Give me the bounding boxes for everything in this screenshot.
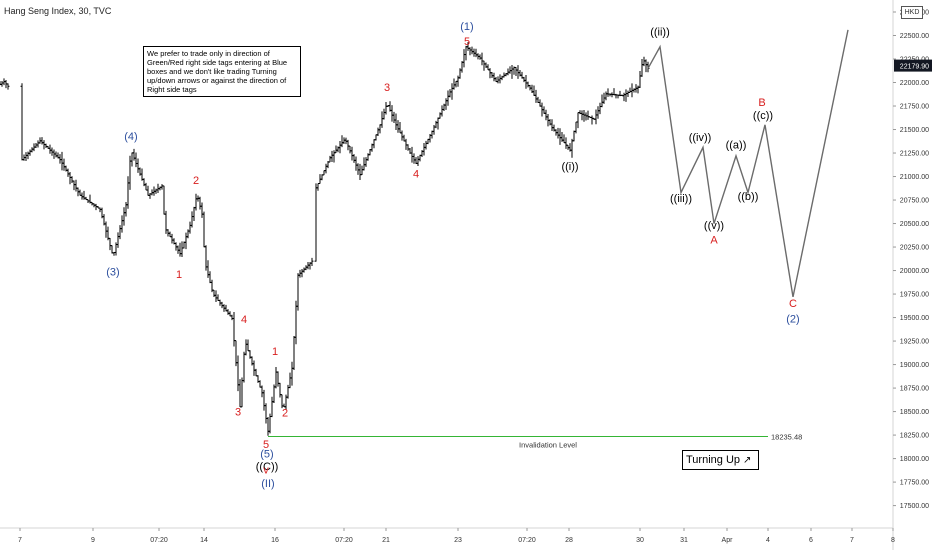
wave-label: ((b)) xyxy=(738,191,759,203)
x-tick-label: 31 xyxy=(680,537,688,544)
wave-labels: (1) 5 3 4 ((i)) ((ii)) ((iii)) ((iv)) ((v)) A ((a)… xyxy=(106,21,799,490)
wave-label: (2) xyxy=(786,313,799,325)
wave-label: v xyxy=(263,465,269,477)
x-tick-label: 8 xyxy=(891,537,895,544)
x-tick-label: 07:20 xyxy=(518,537,536,544)
wave-label: ((v)) xyxy=(704,220,724,232)
wave-label: ((iv)) xyxy=(689,132,712,144)
y-tick-label: 17500.00 xyxy=(900,503,929,510)
chart-title: Hang Seng Index, 30, TVC xyxy=(4,6,112,16)
price-bars xyxy=(0,42,650,436)
y-tick-label: 17750.00 xyxy=(900,480,929,487)
trading-note: We prefer to trade only in direction of … xyxy=(143,46,301,97)
wave-label: (4) xyxy=(124,131,137,143)
x-tick-label: 21 xyxy=(382,537,390,544)
y-tick-label: 18250.00 xyxy=(900,433,929,440)
x-tick-label: 7 xyxy=(850,537,854,544)
y-tick-label: 21000.00 xyxy=(900,174,929,181)
x-tick-label: 4 xyxy=(766,537,770,544)
y-tick-label: 18750.00 xyxy=(900,386,929,393)
y-tick-label: 18500.00 xyxy=(900,409,929,416)
last-price-value: 22179.90 xyxy=(900,64,929,71)
y-tick-label: 19000.00 xyxy=(900,362,929,369)
x-tick-label: 23 xyxy=(454,537,462,544)
x-tick-label: 7 xyxy=(18,537,22,544)
invalidation-label: Invalidation Level xyxy=(519,440,577,449)
x-tick-label: 9 xyxy=(91,537,95,544)
x-tick-label: 30 xyxy=(636,537,644,544)
y-tick-label: 20000.00 xyxy=(900,268,929,275)
y-tick-label: 22000.00 xyxy=(900,80,929,87)
y-tick-label: 21250.00 xyxy=(900,151,929,158)
x-tick-label: 14 xyxy=(200,537,208,544)
wave-label: 5 xyxy=(464,36,470,48)
y-tick-label: 21750.00 xyxy=(900,104,929,111)
wave-label: 4 xyxy=(413,168,419,180)
wave-label: 3 xyxy=(384,82,390,94)
wave-label: 3 xyxy=(235,406,241,418)
wave-label: C xyxy=(789,298,797,310)
wave-label: ((c)) xyxy=(753,110,773,122)
x-tick-label: Apr xyxy=(722,537,734,544)
currency-badge[interactable]: HKD xyxy=(901,6,923,19)
y-tick-label: 20500.00 xyxy=(900,221,929,228)
wave-label: ((a)) xyxy=(726,139,747,151)
wave-label: (5) xyxy=(260,449,273,461)
x-tick-label: 16 xyxy=(271,537,279,544)
last-price-tag xyxy=(894,59,932,72)
wave-label: ((ii)) xyxy=(650,27,670,39)
x-tick-label: 6 xyxy=(809,537,813,544)
y-tick-label: 18000.00 xyxy=(900,456,929,463)
wave-label: 5 xyxy=(263,439,269,451)
wave-label: 1 xyxy=(272,346,278,358)
projection-path xyxy=(647,29,849,298)
wave-label: ((C)) xyxy=(256,461,279,473)
y-tick-label: 22500.00 xyxy=(900,33,929,40)
x-tick-label: 07:20 xyxy=(335,537,353,544)
wave-label: (3) xyxy=(106,266,119,278)
wave-label: A xyxy=(710,234,718,246)
wave-label: 1 xyxy=(176,269,182,281)
y-axis: 17500.00 17750.00 18000.00 18250.00 18500.00… xyxy=(892,0,932,550)
x-tick-label: 07:20 xyxy=(150,537,168,544)
projection-line xyxy=(647,29,849,298)
wave-label: 2 xyxy=(193,175,199,187)
y-tick-label: 19500.00 xyxy=(900,315,929,322)
turning-up-badge: Turning Up ↗ xyxy=(682,450,759,470)
wave-label: ((i)) xyxy=(561,161,578,173)
invalidation-value: 18235.48 xyxy=(771,432,802,441)
wave-label: B xyxy=(758,97,765,109)
wave-label: 2 xyxy=(282,407,288,419)
y-tick-label: 20250.00 xyxy=(900,245,929,252)
wave-label: (1) xyxy=(460,21,473,33)
x-axis: 7 9 07:20 14 16 07:20 21 23 07:20 28 30 31 Apr 4 6 7 8 xyxy=(0,527,895,544)
invalidation-line: Invalidation Level 18235.48 xyxy=(268,432,802,449)
turning-up-label: Turning Up xyxy=(686,454,741,466)
trend-up-arrow-icon: ↗ xyxy=(743,455,752,466)
y-tick-label: 20750.00 xyxy=(900,198,929,205)
y-tick-label: 19250.00 xyxy=(900,339,929,346)
x-tick-label: 28 xyxy=(565,537,573,544)
wave-label: (II) xyxy=(261,478,274,490)
y-tick-label: 21500.00 xyxy=(900,127,929,134)
wave-label: ((iii)) xyxy=(670,193,692,205)
y-tick-label: 19750.00 xyxy=(900,292,929,299)
wave-label: 4 xyxy=(241,314,247,326)
